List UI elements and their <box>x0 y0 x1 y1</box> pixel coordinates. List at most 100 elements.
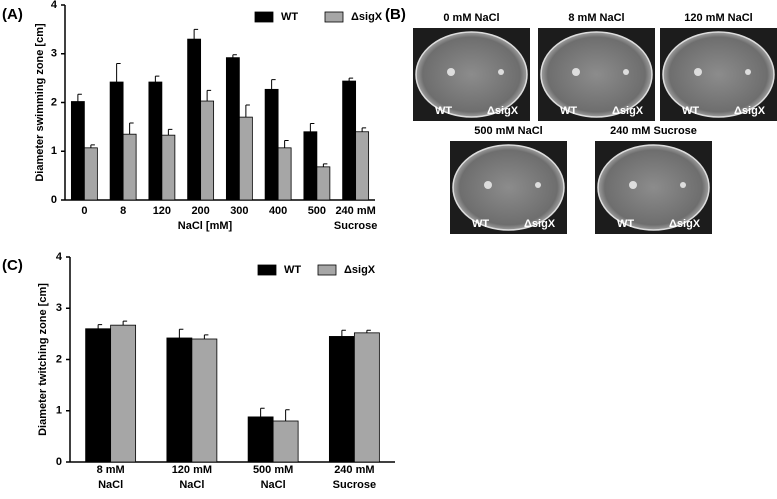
x-tick-label: 500 mM <box>253 464 293 476</box>
plate-label: WT <box>472 218 489 230</box>
legend-swatch <box>324 11 344 23</box>
plate-title: 500 mM NaCl <box>474 125 542 137</box>
legend-swatch <box>254 11 274 23</box>
colony <box>623 69 629 75</box>
error-bar <box>167 128 173 136</box>
bar <box>70 101 85 201</box>
legend-label: WT <box>281 11 298 23</box>
y-tick-label: 2 <box>56 353 62 365</box>
colony <box>694 68 702 76</box>
y-tick-label: 3 <box>56 302 62 314</box>
bar <box>109 81 124 201</box>
plate-dish <box>415 31 528 118</box>
bar <box>303 131 318 201</box>
plate-dish <box>452 144 565 231</box>
bar <box>122 133 137 201</box>
legend-label: ΔsigX <box>351 11 383 23</box>
colony <box>447 68 455 76</box>
colony <box>484 181 492 189</box>
x-tick-label: 500 <box>308 205 326 217</box>
plate-dish <box>540 31 653 118</box>
bar <box>328 336 355 463</box>
plate-label: ΔsigX <box>487 105 519 117</box>
x-tick-label: 240 mM <box>334 464 374 476</box>
error-bar <box>366 329 371 333</box>
colony <box>572 68 580 76</box>
error-bar <box>348 77 354 82</box>
panel-label: (B) <box>385 6 406 23</box>
x-tick-label: 0 <box>81 205 87 217</box>
plate-title: 240 mM Sucrose <box>610 125 697 137</box>
bar <box>161 134 176 201</box>
error-bar <box>77 93 82 102</box>
plate-label: WT <box>560 105 577 117</box>
plate-title: 0 mM NaCl <box>443 12 499 24</box>
error-bar <box>129 122 134 135</box>
plate-label: WT <box>617 218 634 230</box>
y-tick-label: 2 <box>51 96 57 108</box>
plate-label: ΔsigX <box>669 218 701 230</box>
colony <box>629 181 637 189</box>
bar <box>272 420 299 463</box>
bar <box>187 38 202 201</box>
y-axis-label: Diameter twitching zone [cm] <box>37 283 49 436</box>
error-bar <box>122 320 128 326</box>
error-bar <box>206 89 212 102</box>
legend-label: WT <box>284 264 301 276</box>
plate-label: WT <box>435 105 452 117</box>
error-bar <box>97 324 103 329</box>
error-bar <box>116 63 121 83</box>
error-bar <box>260 407 265 417</box>
bar <box>191 338 218 463</box>
plate-title: 120 mM NaCl <box>684 12 752 24</box>
x-tick-label: 8 mM <box>97 464 125 476</box>
bar <box>342 80 357 201</box>
legend-label: ΔsigX <box>344 264 376 276</box>
y-tick-label: 3 <box>51 48 57 60</box>
x-tick-label: Sucrose <box>334 220 377 232</box>
legend-swatch <box>257 264 277 276</box>
panel-label: (A) <box>2 6 23 23</box>
error-bar <box>322 163 328 167</box>
y-tick-label: 1 <box>51 145 57 157</box>
x-tick-label: NaCl <box>179 479 204 491</box>
error-bar <box>203 334 209 339</box>
bar <box>277 147 292 201</box>
bar <box>225 57 240 201</box>
error-bar <box>245 104 250 118</box>
bar <box>166 337 193 463</box>
y-tick-label: 4 <box>51 0 58 11</box>
x-tick-label: 120 <box>153 205 171 217</box>
bar <box>85 328 112 463</box>
bar <box>264 88 279 201</box>
error-bar <box>361 127 367 132</box>
x-tick-label: 8 <box>120 205 126 217</box>
colony <box>680 182 686 188</box>
error-bar <box>341 329 346 337</box>
error-bar <box>271 79 276 90</box>
x-tick-label: NaCl <box>98 479 123 491</box>
panel-label: (C) <box>2 257 23 274</box>
bar <box>316 166 331 201</box>
x-tick-label: 300 <box>230 205 248 217</box>
x-tick-label: 200 <box>191 205 209 217</box>
y-tick-label: 4 <box>56 251 63 263</box>
plate-dish <box>662 31 775 118</box>
bar <box>353 332 380 463</box>
bar <box>83 147 98 201</box>
x-tick-label: 400 <box>269 205 287 217</box>
y-tick-label: 1 <box>56 405 62 417</box>
bar <box>238 116 253 201</box>
error-bar <box>154 75 160 83</box>
bar <box>148 81 163 201</box>
error-bar <box>284 140 289 148</box>
x-tick-label: 240 mM <box>335 205 375 217</box>
plate-dish <box>597 144 710 231</box>
bar <box>247 416 274 463</box>
bar <box>110 324 137 463</box>
x-tick-label: Sucrose <box>333 479 376 491</box>
legend-swatch <box>317 264 337 276</box>
x-tick-label: NaCl <box>261 479 286 491</box>
error-bar <box>285 409 290 421</box>
